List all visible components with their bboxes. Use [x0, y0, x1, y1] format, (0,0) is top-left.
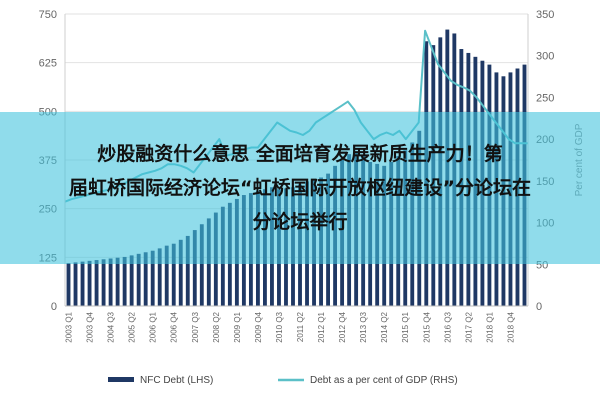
- legend-bar-swatch: [108, 377, 134, 382]
- x-tick-label: 2007 Q3: [191, 311, 200, 342]
- headline-line-3: 分论坛举行: [252, 211, 348, 233]
- x-tick-label: 2009 Q4: [254, 311, 263, 342]
- right-tick-label: 0: [536, 301, 542, 313]
- bar: [192, 230, 197, 306]
- x-tick-label: 2010 Q3: [275, 311, 284, 342]
- left-tick-label: 625: [39, 58, 57, 70]
- x-tick-label: 2009 Q1: [233, 311, 242, 342]
- x-tick-label: 2015 Q1: [401, 311, 410, 342]
- x-tick-label: 2016 Q3: [443, 311, 452, 342]
- bar: [178, 239, 183, 306]
- left-tick-label: 750: [39, 9, 57, 21]
- bar: [108, 258, 113, 306]
- bar: [136, 253, 141, 306]
- right-tick-label: 350: [536, 9, 554, 21]
- headline-line-2: 届虹桥国际经济论坛“虹桥国际开放枢纽建设”分论坛在: [69, 177, 531, 199]
- right-tick-label: 300: [536, 51, 554, 63]
- bar: [150, 250, 155, 306]
- x-tick-label: 2018 Q4: [506, 311, 515, 342]
- x-tick-label: 2017 Q2: [464, 311, 473, 342]
- bar: [129, 255, 134, 306]
- x-tick-label: 2006 Q4: [170, 311, 179, 342]
- bar: [185, 235, 190, 306]
- bar: [122, 256, 127, 306]
- legend-bar-label: NFC Debt (LHS): [140, 375, 213, 386]
- bar: [143, 252, 148, 306]
- bar: [115, 257, 120, 306]
- bar: [94, 260, 99, 306]
- bar: [80, 261, 85, 306]
- x-tick-label: 2008 Q2: [212, 311, 221, 342]
- x-tick-label: 2006 Q1: [149, 311, 158, 342]
- right-tick-label: 250: [536, 92, 554, 104]
- x-tick-label: 2004 Q3: [107, 311, 116, 342]
- bar: [171, 243, 176, 306]
- bar: [66, 263, 71, 306]
- x-tick-label: 2011 Q2: [296, 311, 305, 342]
- legend-line-label: Debt as a per cent of GDP (RHS): [310, 375, 458, 386]
- x-tick-label: 2012 Q4: [338, 311, 347, 342]
- news-headline-overlay: 炒股融资什么意思 全面培育发展新质生产力！第届虹桥国际经济论坛“虹桥国际开放枢纽…: [0, 112, 600, 264]
- headline-line-1: 炒股融资什么意思 全面培育发展新质生产力！第: [97, 143, 503, 165]
- x-tick-label: 2003 Q1: [65, 311, 74, 342]
- bar: [87, 260, 92, 306]
- bar: [73, 262, 78, 306]
- x-tick-label: 2018 Q1: [485, 311, 494, 342]
- x-tick-label: 2003 Q4: [86, 311, 95, 342]
- bar: [101, 259, 106, 306]
- x-tick-label: 2014 Q2: [380, 311, 389, 342]
- bar: [164, 245, 169, 306]
- left-tick-label: 0: [51, 301, 57, 313]
- x-tick-label: 2005 Q2: [128, 311, 137, 342]
- x-tick-label: 2012 Q1: [317, 311, 326, 342]
- x-tick-label: 2015 Q4: [422, 311, 431, 342]
- legend: NFC Debt (LHS) Debt as a per cent of GDP …: [108, 375, 458, 386]
- bar: [199, 224, 204, 306]
- bar: [157, 248, 162, 306]
- x-tick-label: 2013 Q3: [359, 311, 368, 342]
